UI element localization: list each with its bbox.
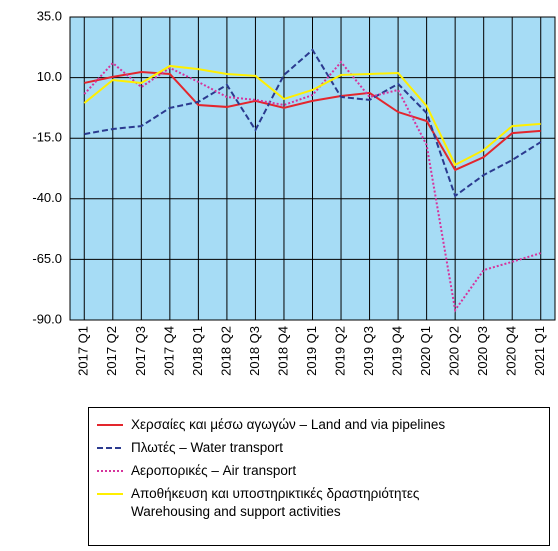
x-tick-label: 2018 Q1 [190,326,205,376]
legend-item: Αποθήκευση και υποστηρικτικές δραστηριότ… [95,485,543,521]
y-tick-label: -15.0 [32,130,62,145]
x-tick-label: 2020 Q3 [475,326,490,376]
legend-item: Χερσαίες και μέσω αγωγών – Land and via … [95,416,543,434]
x-tick-label: 2018 Q3 [247,326,262,376]
series-line [83,60,542,313]
x-tick-label: 2019 Q1 [304,326,319,376]
x-tick-label: 2018 Q2 [218,326,233,376]
legend: Χερσαίες και μέσω αγωγών – Land and via … [88,407,550,546]
legend-label: Αεροπορικές – Air transport [131,463,297,478]
legend-item: Αεροπορικές – Air transport [95,462,543,480]
x-tick-label: 2019 Q2 [332,326,347,376]
series-line [84,48,542,198]
legend-label: Αποθήκευση και υποστηρικτικές δραστηριότ… [131,486,420,519]
y-tick-label: 35.0 [37,8,62,23]
x-tick-label: 2020 Q1 [418,326,433,376]
x-tick-label: 2017 Q4 [161,326,176,376]
legend-swatch [97,470,123,472]
legend-label: Πλωτές – Water transport [131,440,284,455]
y-tick-label: -90.0 [32,311,62,326]
legend-swatch [97,493,123,495]
legend-swatch [97,424,123,426]
x-tick-label: 2017 Q1 [76,326,91,376]
series-line [83,64,541,167]
x-tick-label: 2019 Q3 [361,326,376,376]
y-tick-label: 10.0 [37,69,62,84]
x-tick-label: 2017 Q2 [104,326,119,376]
chart: 2017 Q1 2017 Q2 2017 Q3 2017 Q4 2018 Q1 2018 … [32,8,556,376]
x-tick-label: 2020 Q2 [447,326,462,376]
series-line [84,71,541,172]
y-tick-label: -65.0 [32,251,62,266]
x-tick-label: 2017 Q3 [133,326,148,376]
x-tick-label: 2019 Q4 [390,326,405,376]
legend-label: Χερσαίες και μέσω αγωγών – Land and via … [131,417,446,432]
x-tick-label: 2021 Q1 [532,326,547,376]
legend-item: Πλωτές – Water transport [95,439,543,457]
x-tick-label: 2020 Q4 [504,326,519,376]
y-tick-label: -40.0 [32,190,62,205]
x-tick-label: 2018 Q4 [275,326,290,376]
legend-swatch [97,447,123,449]
